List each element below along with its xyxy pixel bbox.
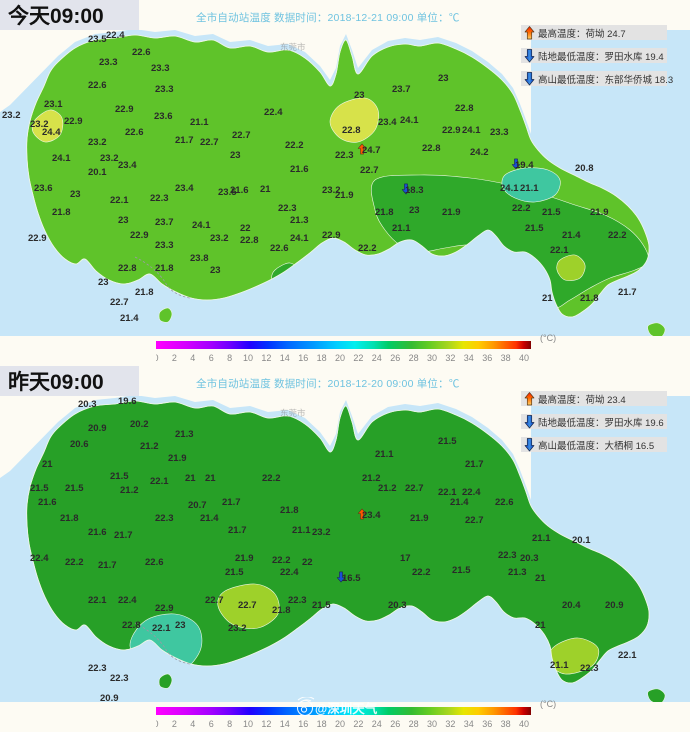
svg-text:20: 20	[335, 719, 345, 729]
svg-text:38: 38	[501, 719, 511, 729]
svg-text:香港特别行政区: 香港特别行政区	[218, 335, 274, 336]
svg-text:16: 16	[298, 353, 308, 363]
svg-text:2: 2	[172, 353, 177, 363]
svg-text:14: 14	[280, 719, 290, 729]
svg-text:20: 20	[335, 353, 345, 363]
svg-text:22: 22	[353, 353, 363, 363]
svg-text:18: 18	[317, 719, 327, 729]
svg-text:东莞市: 东莞市	[280, 42, 306, 52]
svg-text:28: 28	[409, 353, 419, 363]
svg-text:14: 14	[280, 353, 290, 363]
svg-text:0: 0	[156, 719, 159, 729]
svg-text:38: 38	[501, 353, 511, 363]
svg-text:28: 28	[409, 719, 419, 729]
svg-text:8: 8	[227, 353, 232, 363]
svg-text:18: 18	[317, 353, 327, 363]
svg-text:36: 36	[482, 353, 492, 363]
svg-text:32: 32	[445, 353, 455, 363]
svg-text:22: 22	[353, 719, 363, 729]
svg-text:8: 8	[227, 719, 232, 729]
svg-text:10: 10	[243, 719, 253, 729]
svg-text:36: 36	[482, 719, 492, 729]
svg-text:26: 26	[390, 353, 400, 363]
svg-text:东莞市: 东莞市	[280, 408, 306, 418]
svg-text:16: 16	[298, 719, 308, 729]
svg-text:24: 24	[372, 353, 382, 363]
svg-text:40: 40	[519, 353, 529, 363]
svg-text:34: 34	[464, 353, 474, 363]
svg-text:0: 0	[156, 353, 159, 363]
svg-text:30: 30	[427, 353, 437, 363]
svg-text:12: 12	[261, 353, 271, 363]
svg-text:6: 6	[209, 353, 214, 363]
svg-text:32: 32	[445, 719, 455, 729]
svg-text:24: 24	[372, 719, 382, 729]
svg-text:2: 2	[172, 719, 177, 729]
svg-text:30: 30	[427, 719, 437, 729]
svg-text:香港特别行政区: 香港特别行政区	[218, 701, 274, 702]
svg-text:4: 4	[190, 719, 195, 729]
svg-text:40: 40	[519, 719, 529, 729]
svg-text:34: 34	[464, 719, 474, 729]
svg-text:12: 12	[261, 719, 271, 729]
svg-text:4: 4	[190, 353, 195, 363]
svg-text:10: 10	[243, 353, 253, 363]
svg-text:26: 26	[390, 719, 400, 729]
svg-text:6: 6	[209, 719, 214, 729]
